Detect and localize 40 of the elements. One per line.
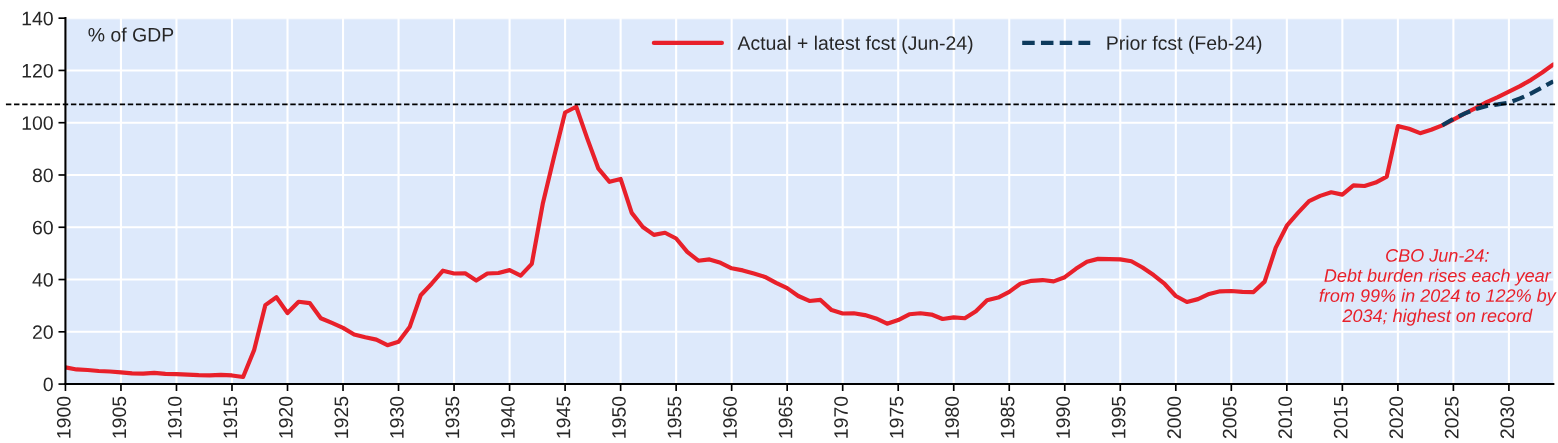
x-tick-label: 1915 bbox=[223, 396, 238, 438]
y-tick-label: 120 bbox=[22, 63, 53, 78]
x-tick-label: 1925 bbox=[334, 396, 349, 438]
x-tick-label: 1900 bbox=[56, 396, 71, 438]
line-series bbox=[1440, 79, 1554, 128]
x-tick-label: 2010 bbox=[1278, 396, 1293, 439]
y-tick-label: 140 bbox=[22, 11, 53, 26]
x-tick-label: 1980 bbox=[945, 396, 959, 438]
y-axis-title: % of GDP bbox=[88, 27, 174, 42]
legend-label: Actual + latest fcst (Jun-24) bbox=[737, 35, 973, 54]
x-tick-label: 2000 bbox=[1167, 396, 1182, 439]
x-tick-label: 1930 bbox=[390, 396, 404, 438]
x-tick-label: 2030 bbox=[1500, 396, 1515, 439]
y-tick-label: 80 bbox=[32, 168, 53, 183]
x-tick-label: 1960 bbox=[723, 396, 737, 438]
x-tick-label: 2025 bbox=[1444, 396, 1459, 439]
x-tick-label: 1950 bbox=[612, 396, 626, 438]
y-tick-label: 40 bbox=[32, 273, 53, 287]
x-tick-label: 2020 bbox=[1389, 396, 1404, 439]
x-tick-label: 2015 bbox=[1333, 396, 1348, 439]
x-tick-label: 1945 bbox=[556, 396, 571, 438]
legend-label: Prior fcst (Feb-24) bbox=[1107, 35, 1262, 54]
x-tick-label: 1985 bbox=[1000, 396, 1015, 438]
x-tick-label: 1990 bbox=[1056, 396, 1070, 438]
x-tick-label: 1910 bbox=[167, 396, 182, 438]
annotation: CBO Jun-24: Debt burden rises each year from 99% in 2024 to 122% by 2034; highest on record bbox=[1319, 249, 1557, 326]
x-tick-label: 2005 bbox=[1222, 396, 1237, 439]
x-tick-label: 1920 bbox=[278, 396, 293, 438]
x-tick-label: 1940 bbox=[501, 396, 515, 438]
x-tick-label: 1995 bbox=[1111, 396, 1126, 438]
x-tick-label: 1965 bbox=[778, 396, 793, 438]
y-tick-label: 100 bbox=[22, 116, 53, 130]
x-tick-label: 1935 bbox=[445, 396, 460, 438]
y-tick-label: 60 bbox=[32, 220, 53, 235]
y-tick-label: 20 bbox=[32, 325, 53, 340]
x-tick-label: 1970 bbox=[834, 396, 848, 438]
y-tick-label: 0 bbox=[43, 377, 53, 392]
x-tick-label: 1955 bbox=[667, 396, 682, 438]
x-tick-label: 1975 bbox=[889, 396, 904, 438]
x-tick-label: 1905 bbox=[112, 396, 127, 438]
